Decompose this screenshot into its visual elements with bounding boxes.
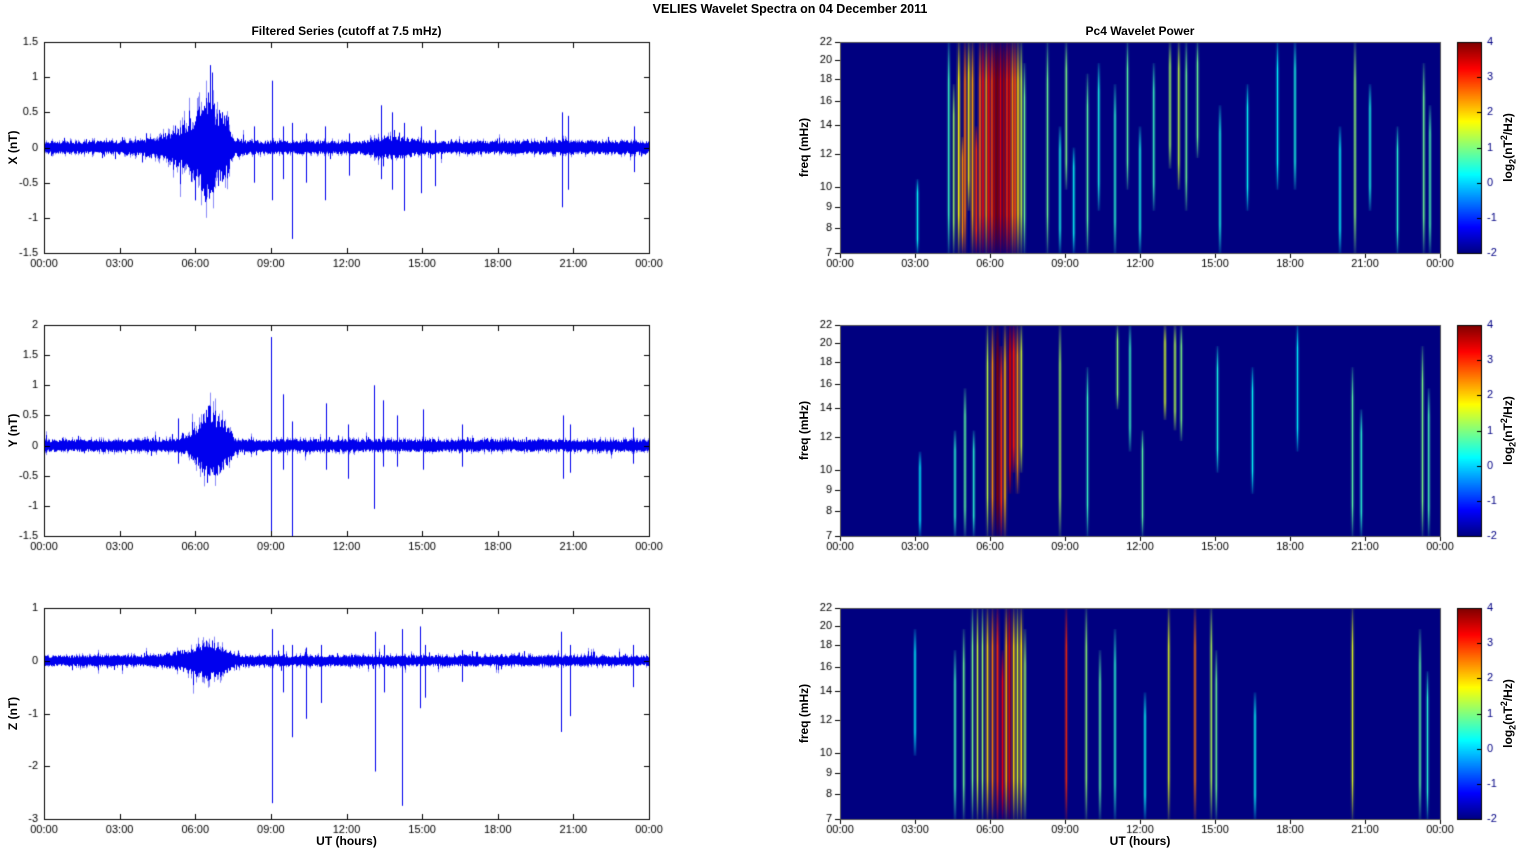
freq-axis-label-row3: freq (mHz) xyxy=(797,683,811,744)
right-column-title: Pc4 Wavelet Power xyxy=(1085,24,1195,38)
figure-title: VELIES Wavelet Spectra on 04 December 20… xyxy=(652,2,928,16)
x-axis-label-left: UT (hours) xyxy=(316,834,377,848)
y-axis-label-x: X (nT) xyxy=(6,130,20,165)
freq-axis-label-row1: freq (mHz) xyxy=(797,117,811,178)
y-axis-label-z: Z (nT) xyxy=(6,696,20,731)
colorbar-label-row1: log2(nT2/Hz) xyxy=(1499,113,1518,182)
colorbar-label-row2: log2(nT2/Hz) xyxy=(1499,396,1518,465)
left-column-title: Filtered Series (cutoff at 7.5 mHz) xyxy=(251,24,442,38)
y-axis-label-y: Y (nT) xyxy=(6,413,20,448)
colorbar-label-row3: log2(nT2/Hz) xyxy=(1499,679,1518,748)
freq-axis-label-row2: freq (mHz) xyxy=(797,400,811,461)
x-axis-label-right: UT (hours) xyxy=(1109,834,1171,848)
